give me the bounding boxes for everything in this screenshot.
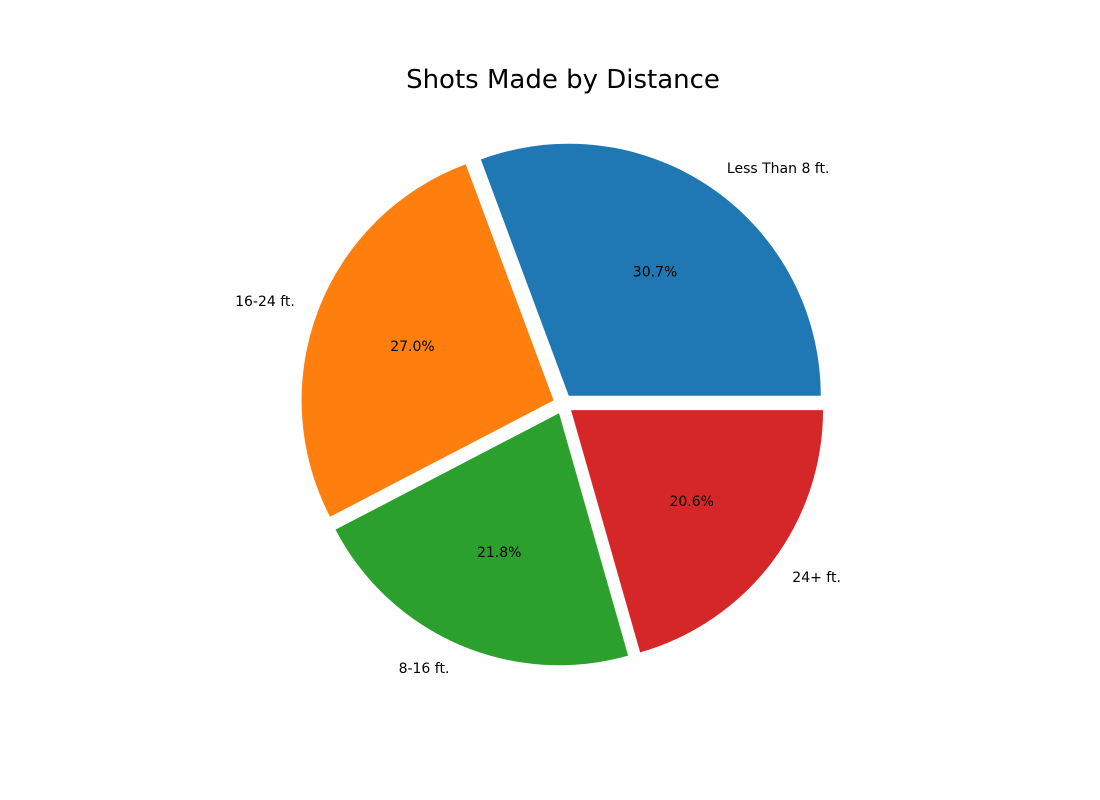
pie-slices <box>301 143 824 666</box>
pie-slice-1 <box>480 143 821 396</box>
percent-label-4: 20.6% <box>669 494 713 510</box>
pie-slice-2 <box>301 164 554 517</box>
pie-slice-3 <box>335 413 629 666</box>
category-label-4: 24+ ft. <box>792 570 841 586</box>
percent-label-2: 27.0% <box>390 339 434 355</box>
category-label-2: 16-24 ft. <box>235 294 295 310</box>
category-labels: Less Than 8 ft. 16-24 ft. 8-16 ft. 24+ ft. <box>235 161 841 677</box>
pie-slice-4 <box>571 410 824 653</box>
percent-labels: 30.7% 27.0% 21.8% 20.6% <box>390 265 714 562</box>
percent-label-3: 21.8% <box>477 545 521 561</box>
category-label-3: 8-16 ft. <box>399 661 450 677</box>
chart-title: Shots Made by Distance <box>406 65 720 95</box>
percent-label-1: 30.7% <box>633 265 677 281</box>
category-label-1: Less Than 8 ft. <box>727 161 830 177</box>
